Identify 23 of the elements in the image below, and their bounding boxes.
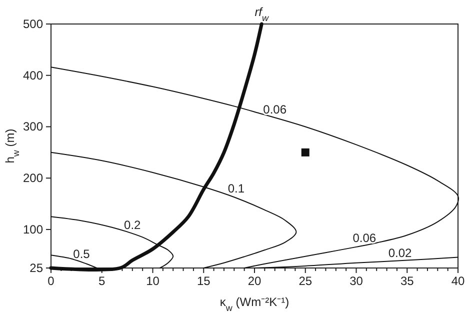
x-tick-label: 35 [400, 274, 414, 288]
annotation: 0.02 [388, 246, 412, 260]
x-tick-label: 10 [146, 274, 160, 288]
annotation: 0.1 [228, 182, 245, 196]
x-tick-label: 5 [98, 274, 106, 288]
y-tick-label: 200 [22, 171, 44, 186]
y-tick-label: 25 [30, 261, 44, 275]
x-tick-label: 40 [451, 274, 465, 288]
y-tick-label: 300 [22, 120, 44, 134]
annotation: 0.2 [124, 218, 142, 232]
annotation: 0.06 [263, 102, 287, 116]
y-tick-label: 500 [22, 17, 44, 31]
annotation: rf$_{w}$ [254, 5, 270, 23]
x-tick-label: 20 [248, 274, 262, 288]
annotation: 0.06 [352, 230, 376, 245]
y-tick-label: 100 [22, 222, 44, 236]
x-tick-label: 15 [196, 274, 211, 288]
x-tick-label: 25 [298, 274, 312, 288]
x-axis-title: κ$_{w}$ (Wm⁻²K⁻¹) [220, 295, 290, 313]
x-tick-label: 30 [350, 274, 364, 288]
x-tick-label: 0 [48, 274, 55, 288]
annotation: 0.5 [73, 246, 90, 261]
y-tick-label: 400 [22, 68, 44, 82]
